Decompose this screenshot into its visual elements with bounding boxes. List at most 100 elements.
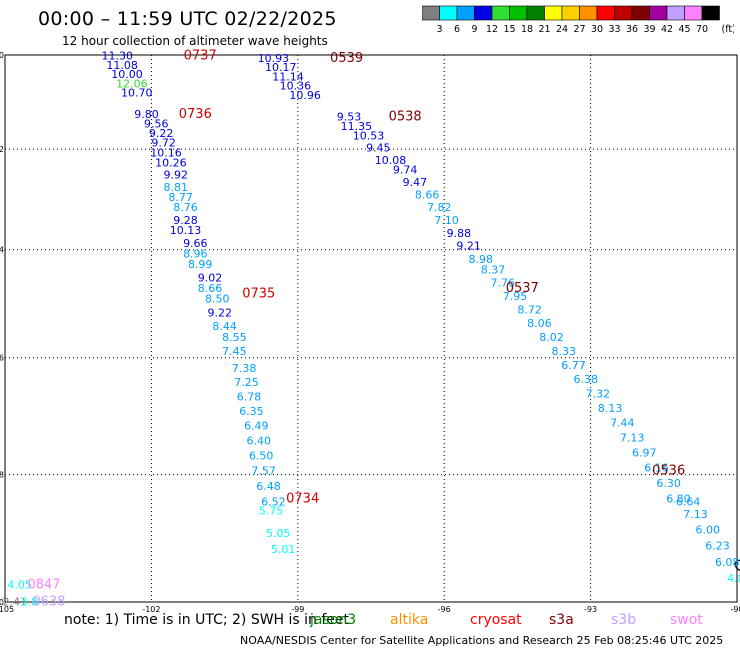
- lat-tick-label: -66: [0, 354, 4, 363]
- wave-height-value: 8.13: [598, 402, 623, 415]
- pass-time-label: 0734: [286, 491, 319, 506]
- wave-height-value: 6.80: [666, 492, 691, 505]
- wave-height-value: 10.96: [289, 89, 321, 102]
- wave-height-value: 10.13: [170, 224, 202, 237]
- wave-height-value: 9.22: [207, 306, 232, 319]
- mission-label-swot: swot: [670, 612, 703, 628]
- wave-height-value: 9.56: [144, 117, 169, 130]
- wave-height-value: 9.80: [134, 108, 159, 121]
- colorbar-tick-label: 42: [661, 24, 673, 35]
- wave-height-value: 4.86: [727, 572, 740, 585]
- wave-height-value: 6.30: [656, 477, 681, 490]
- colorbar-tick-label: 30: [591, 24, 603, 35]
- wave-height-value: 9.22: [149, 127, 174, 140]
- wave-height-value: 10.93: [258, 52, 290, 65]
- wave-height-value: 9.47: [403, 176, 428, 189]
- lon-tick-label: -93: [584, 605, 597, 614]
- wave-height-value: 9.53: [337, 110, 362, 123]
- wave-height-value: 8.77: [168, 191, 193, 204]
- wave-height-value: 9.92: [164, 169, 189, 182]
- lon-tick-label: -102: [142, 605, 160, 614]
- lon-tick-label: -90: [730, 605, 740, 614]
- wave-height-value: 9.45: [366, 142, 391, 155]
- mission-label-altika: altika: [390, 612, 429, 628]
- colorbar-swatch: [701, 5, 720, 21]
- wave-height-value: 5.05: [266, 527, 291, 540]
- lat-tick-label: -64: [0, 246, 4, 255]
- colorbar-tick-label: 36: [626, 24, 638, 35]
- wave-height-value: 5.75: [259, 505, 284, 518]
- lon-tick-label: -99: [291, 605, 304, 614]
- pass-time-label: 0536: [652, 464, 685, 479]
- wave-height-value: 11.08: [106, 59, 138, 72]
- wave-height-value: 7.76: [491, 277, 516, 290]
- wave-height-value: 7.32: [586, 388, 611, 401]
- colorbar-tick-label: 70: [696, 24, 708, 35]
- note-text: note: 1) Time is in UTC; 2) SWH is in fe…: [64, 612, 350, 628]
- wave-height-value: 9.74: [393, 164, 418, 177]
- wave-height-value: 6.49: [244, 420, 269, 433]
- pass-time-label: 0638: [32, 594, 65, 609]
- colorbar-tick-label: 6: [454, 24, 460, 35]
- wave-height-value: 6.78: [237, 390, 262, 403]
- pass-time-label: 0847: [27, 578, 60, 593]
- colorbar-tick-label: 45: [678, 24, 690, 35]
- lat-tick-label: -62: [0, 145, 4, 154]
- lat-tick-label: -60: [0, 51, 4, 60]
- wave-height-value: 11.14: [272, 70, 304, 83]
- colorbar-tick-label: 3: [436, 24, 442, 35]
- lon-tick-label: -96: [438, 605, 451, 614]
- wave-height-value: 8.44: [212, 320, 237, 333]
- colorbar-tick-label: 18: [521, 24, 533, 35]
- lon-tick-label: -105: [0, 605, 14, 614]
- mission-label-s3b: s3b: [611, 612, 637, 628]
- wave-height-value: 8.76: [173, 201, 198, 214]
- wave-height-value: 7.13: [620, 431, 645, 444]
- credit-line: NOAA/NESDIS Center for Satellite Applica…: [240, 634, 724, 647]
- map-title: 00:00 – 11:59 UTC 02/22/2025: [38, 8, 337, 30]
- colorbar-tick-label: 12: [486, 24, 498, 35]
- map-subtitle: 12 hour collection of altimeter wave hei…: [62, 34, 328, 48]
- colorbar-unit-label: (ft): [722, 24, 735, 35]
- wave-height-value: 12.06: [116, 77, 148, 90]
- wave-height-value: 8.81: [164, 181, 189, 194]
- wave-height-value: 11.30: [101, 50, 133, 63]
- pass-time-label: 0539: [330, 51, 363, 66]
- wave-height-value: 9.72: [151, 137, 176, 150]
- wave-height-value: 9.66: [183, 237, 208, 250]
- lat-tick-label: -70: [0, 598, 4, 607]
- mission-label-cryosat: cryosat: [470, 612, 522, 628]
- wave-height-value: 8.72: [517, 304, 542, 317]
- wave-height-value: 10.08: [375, 154, 407, 167]
- wave-height-value: 6.08: [715, 556, 740, 569]
- wave-height-value: 7.13: [683, 508, 708, 521]
- wave-height-value: 10.36: [280, 80, 312, 93]
- wave-height-value: 6.50: [249, 449, 274, 462]
- wave-height-value: 8.06: [527, 317, 552, 330]
- wave-height-value: 10.53: [353, 129, 385, 142]
- pass-time-label: 0735: [242, 286, 275, 301]
- wave-height-value: 8.50: [205, 293, 230, 306]
- colorbar-tick-label: 24: [556, 24, 568, 35]
- wave-height-value: 6.16: [644, 462, 669, 475]
- wave-height-value: 6.48: [256, 480, 281, 493]
- wave-height-value: 5.01: [271, 543, 296, 556]
- wave-height-value: 11.35: [341, 120, 373, 133]
- wave-height-value: 10.00: [111, 68, 143, 81]
- wave-height-value: 10.17: [265, 61, 297, 74]
- wave-height-value: 7.45: [222, 345, 247, 358]
- wave-height-value: 9.28: [173, 214, 198, 227]
- wave-height-value: 7.38: [232, 362, 257, 375]
- wave-height-value: 8.02: [539, 331, 564, 344]
- colorbar-tick-label: 9: [471, 24, 477, 35]
- wave-height-value: 9.21: [456, 240, 481, 253]
- wave-height-value: 8.33: [552, 345, 577, 358]
- wave-height-value: 6.35: [239, 405, 264, 418]
- wave-height-value: 7.95: [503, 290, 528, 303]
- pass-time-label: 0537: [506, 281, 539, 296]
- wave-height-value: 6.77: [561, 359, 586, 372]
- wave-height-value: 8.96: [183, 248, 208, 261]
- wave-height-value: 9.02: [198, 271, 223, 284]
- mission-label-jason3: jason3: [310, 612, 357, 628]
